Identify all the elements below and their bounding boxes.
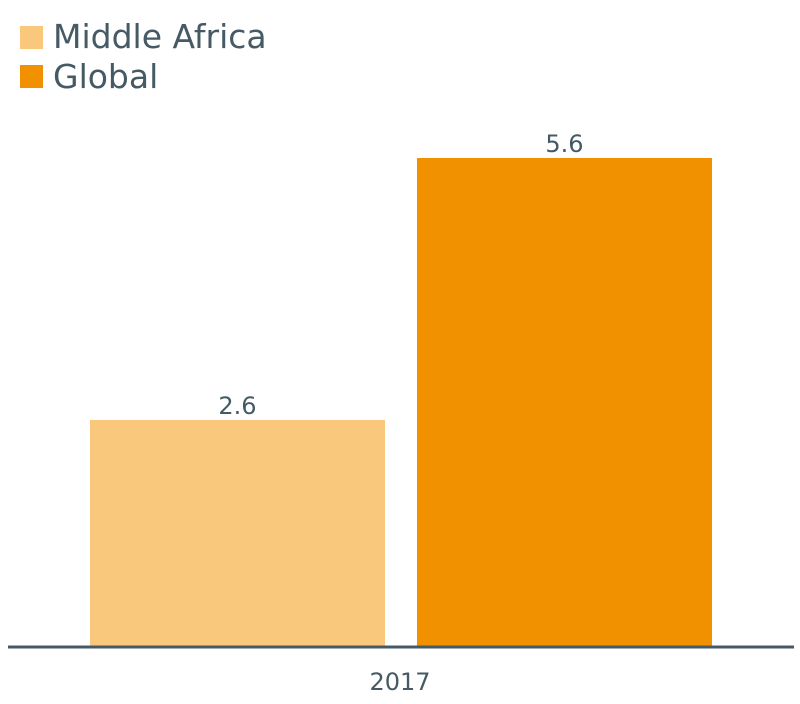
bar-middle-africa xyxy=(90,419,385,647)
legend: Middle Africa Global xyxy=(20,17,267,96)
value-label-middle-africa: 2.6 xyxy=(218,392,256,420)
legend-swatch-middle-africa xyxy=(20,26,43,49)
bars xyxy=(90,158,712,647)
value-labels: 2.6 5.6 xyxy=(218,130,583,420)
legend-label-middle-africa: Middle Africa xyxy=(53,17,267,56)
bar-global xyxy=(417,158,712,647)
value-label-global: 5.6 xyxy=(545,130,583,158)
x-tick-label: 2017 xyxy=(369,668,430,696)
legend-label-global: Global xyxy=(53,57,158,96)
legend-swatch-global xyxy=(20,65,43,88)
